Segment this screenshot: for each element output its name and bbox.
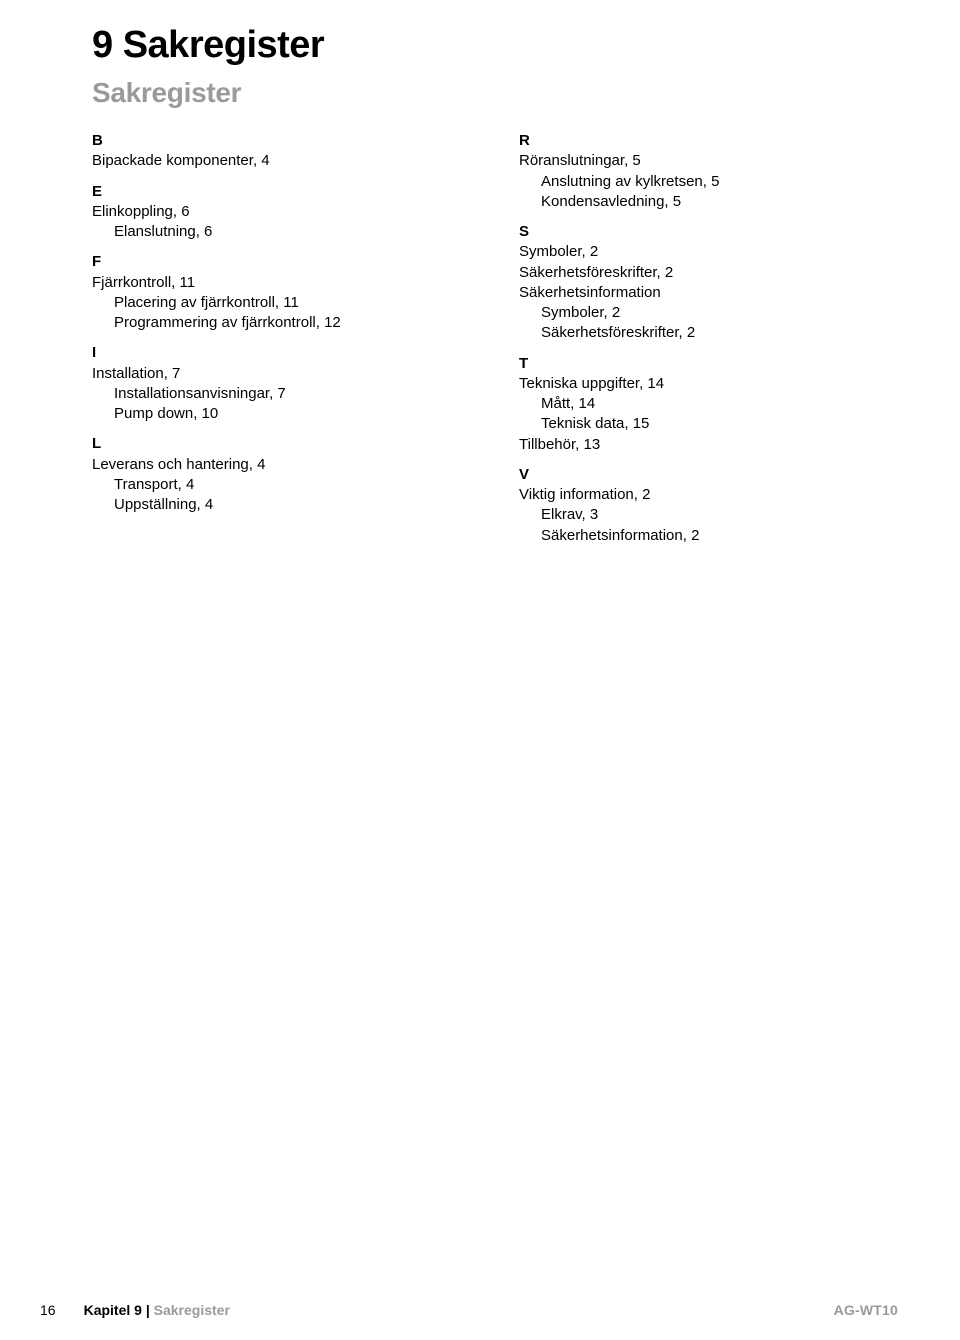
subentry: Programmering av fjärrkontroll, 12: [92, 313, 471, 333]
chapter-number: 9: [92, 24, 113, 66]
document-id: AG-WT10: [834, 1302, 898, 1318]
section-s: S Symboler, 2 Säkerhetsföreskrifter, 2 S…: [519, 222, 898, 344]
entry: Fjärrkontroll, 11: [92, 273, 471, 293]
chapter-title: 9 Sakregister: [92, 24, 898, 67]
page-number: 16: [40, 1302, 56, 1318]
chapter-name: Sakregister: [123, 24, 325, 66]
right-column: R Röranslutningar, 5 Anslutning av kylkr…: [519, 131, 898, 556]
page-footer: 16 Kapitel 9 | Sakregister AG-WT10: [0, 1302, 960, 1318]
index-columns: B Bipackade komponenter, 4 E Elinkopplin…: [92, 131, 898, 556]
entry: Säkerhetsföreskrifter, 2: [519, 263, 898, 283]
subentry: Säkerhetsföreskrifter, 2: [519, 323, 898, 343]
section-i: I Installation, 7 Installationsanvisning…: [92, 343, 471, 424]
subentry: Mått, 14: [519, 394, 898, 414]
letter-l: L: [92, 434, 471, 454]
section-b: B Bipackade komponenter, 4: [92, 131, 471, 172]
entry: Säkerhetsinformation: [519, 283, 898, 303]
letter-f: F: [92, 252, 471, 272]
section-r: R Röranslutningar, 5 Anslutning av kylkr…: [519, 131, 898, 212]
entry: Bipackade komponenter, 4: [92, 151, 471, 171]
entry: Leverans och hantering, 4: [92, 455, 471, 475]
section-v: V Viktig information, 2 Elkrav, 3 Säkerh…: [519, 465, 898, 546]
letter-s: S: [519, 222, 898, 242]
left-column: B Bipackade komponenter, 4 E Elinkopplin…: [92, 131, 471, 556]
letter-i: I: [92, 343, 471, 363]
letter-v: V: [519, 465, 898, 485]
subtitle: Sakregister: [92, 77, 898, 109]
entry: Viktig information, 2: [519, 485, 898, 505]
letter-r: R: [519, 131, 898, 151]
section-e: E Elinkoppling, 6 Elanslutning, 6: [92, 182, 471, 243]
subentry: Uppställning, 4: [92, 495, 471, 515]
entry: Installation, 7: [92, 364, 471, 384]
section-t: T Tekniska uppgifter, 14 Mått, 14 Teknis…: [519, 354, 898, 455]
letter-e: E: [92, 182, 471, 202]
chapter-reference: Kapitel 9 | Sakregister: [84, 1302, 230, 1318]
entry: Elinkoppling, 6: [92, 202, 471, 222]
section-l: L Leverans och hantering, 4 Transport, 4…: [92, 434, 471, 515]
letter-b: B: [92, 131, 471, 151]
subentry: Elkrav, 3: [519, 505, 898, 525]
subentry: Kondensavledning, 5: [519, 192, 898, 212]
subentry: Pump down, 10: [92, 404, 471, 424]
subentry: Elanslutning, 6: [92, 222, 471, 242]
section-f: F Fjärrkontroll, 11 Placering av fjärrko…: [92, 252, 471, 333]
subentry: Transport, 4: [92, 475, 471, 495]
subentry: Säkerhetsinformation, 2: [519, 526, 898, 546]
entry: Tillbehör, 13: [519, 435, 898, 455]
entry: Symboler, 2: [519, 242, 898, 262]
chapter-ref-bold: Kapitel 9 |: [84, 1302, 150, 1318]
entry: Tekniska uppgifter, 14: [519, 374, 898, 394]
subentry: Installationsanvisningar, 7: [92, 384, 471, 404]
subentry: Placering av fjärrkontroll, 11: [92, 293, 471, 313]
letter-t: T: [519, 354, 898, 374]
footer-left: 16 Kapitel 9 | Sakregister: [40, 1302, 230, 1318]
subentry: Teknisk data, 15: [519, 414, 898, 434]
page-content: 9 Sakregister Sakregister B Bipackade ko…: [0, 0, 960, 556]
subentry: Symboler, 2: [519, 303, 898, 323]
chapter-ref-grey: Sakregister: [150, 1302, 230, 1318]
subentry: Anslutning av kylkretsen, 5: [519, 172, 898, 192]
entry: Röranslutningar, 5: [519, 151, 898, 171]
